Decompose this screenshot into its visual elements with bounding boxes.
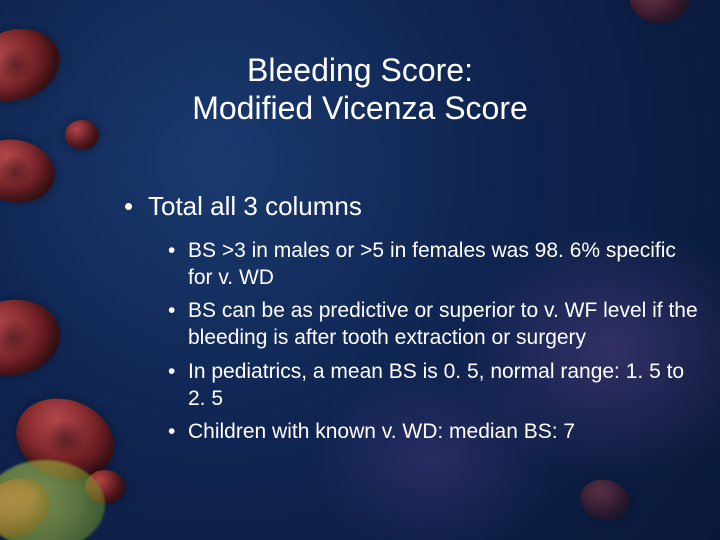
title-line-2: Modified Vicenza Score bbox=[0, 90, 720, 128]
bullet-lvl2-text: Children with known v. WD: median BS: 7 bbox=[188, 420, 575, 443]
red-cell-icon bbox=[0, 132, 61, 209]
bullet-lvl1-text: Total all 3 columns bbox=[148, 191, 362, 221]
bullet-lvl2: In pediatrics, a mean BS is 0. 5, normal… bbox=[166, 358, 700, 413]
bullet-lvl2: BS can be as predictive or superior to v… bbox=[166, 297, 700, 352]
bullet-lvl1: Total all 3 columns BS >3 in males or >5… bbox=[120, 190, 700, 446]
slide: Bleeding Score: Modified Vicenza Score T… bbox=[0, 0, 720, 540]
slide-body: Total all 3 columns BS >3 in males or >5… bbox=[120, 190, 700, 458]
red-cell-icon bbox=[576, 474, 635, 526]
red-cell-icon bbox=[0, 294, 65, 381]
title-line-1: Bleeding Score: bbox=[0, 52, 720, 90]
bullet-lvl2: BS >3 in males or >5 in females was 98. … bbox=[166, 237, 700, 292]
bullet-lvl2: Children with known v. WD: median BS: 7 bbox=[166, 418, 700, 445]
bullet-lvl2-text: BS can be as predictive or superior to v… bbox=[188, 299, 698, 349]
red-cell-icon bbox=[630, 0, 690, 23]
bullet-lvl2-text: BS >3 in males or >5 in females was 98. … bbox=[188, 239, 676, 289]
slide-title: Bleeding Score: Modified Vicenza Score bbox=[0, 52, 720, 128]
bullet-lvl2-text: In pediatrics, a mean BS is 0. 5, normal… bbox=[188, 360, 684, 410]
